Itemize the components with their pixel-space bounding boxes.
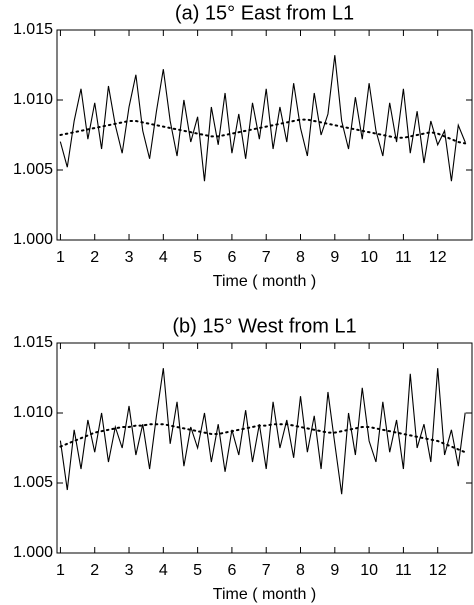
trend-line (59, 423, 467, 454)
x-tick-label: 11 (395, 249, 412, 266)
x-tick-label: 7 (262, 562, 271, 579)
y-tick-label: 1.015 (13, 21, 53, 38)
x-tick-label: 7 (262, 249, 271, 266)
x-tick-label: 1 (56, 249, 65, 266)
y-tick-label: 1.010 (13, 91, 53, 108)
data-line (59, 55, 466, 182)
trend-line (59, 118, 467, 145)
y-tick-label: 1.010 (13, 404, 53, 421)
x-tick-label: 9 (330, 249, 339, 266)
y-tick-label: 1.000 (13, 231, 53, 248)
chart-title: (a) 15° East from L1 (175, 2, 354, 24)
x-tick-label: 4 (159, 562, 168, 579)
plot-frame (56, 342, 473, 554)
x-tick-label: 3 (125, 562, 134, 579)
x-tick-label: 5 (193, 562, 202, 579)
chart-title: (b) 15° West from L1 (172, 315, 356, 337)
x-tick-label: 12 (429, 249, 447, 266)
x-tick-label: 5 (193, 249, 202, 266)
y-tick-label: 1.005 (13, 474, 53, 491)
y-tick-label: 1.015 (13, 334, 53, 351)
x-tick-label: 1 (56, 562, 65, 579)
x-tick-label: 12 (429, 562, 447, 579)
x-tick-label: 4 (159, 249, 168, 266)
x-tick-label: 2 (90, 249, 99, 266)
x-tick-label: 6 (227, 562, 236, 579)
x-tick-label: 10 (360, 249, 378, 266)
x-tick-label: 3 (125, 249, 134, 266)
y-tick-label: 1.005 (13, 161, 53, 178)
x-axis-label: Time ( month ) (213, 586, 316, 603)
y-tick-label: 1.000 (13, 544, 53, 561)
plot-frame (56, 29, 473, 241)
x-tick-label: 10 (360, 562, 378, 579)
x-tick-label: 11 (395, 562, 412, 579)
data-line (59, 368, 466, 495)
x-tick-label: 8 (296, 249, 305, 266)
x-tick-label: 8 (296, 562, 305, 579)
x-tick-label: 9 (330, 562, 339, 579)
x-axis-label: Time ( month ) (213, 273, 316, 290)
x-tick-label: 2 (90, 562, 99, 579)
x-tick-label: 6 (227, 249, 236, 266)
